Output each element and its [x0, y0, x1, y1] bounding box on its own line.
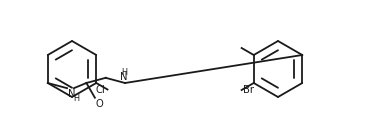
- Text: H: H: [121, 68, 127, 77]
- Text: O: O: [96, 99, 104, 109]
- Text: Cl: Cl: [96, 84, 106, 94]
- Text: N: N: [120, 72, 128, 82]
- Text: H: H: [74, 94, 80, 103]
- Text: N: N: [68, 89, 75, 99]
- Text: Br: Br: [243, 85, 254, 95]
